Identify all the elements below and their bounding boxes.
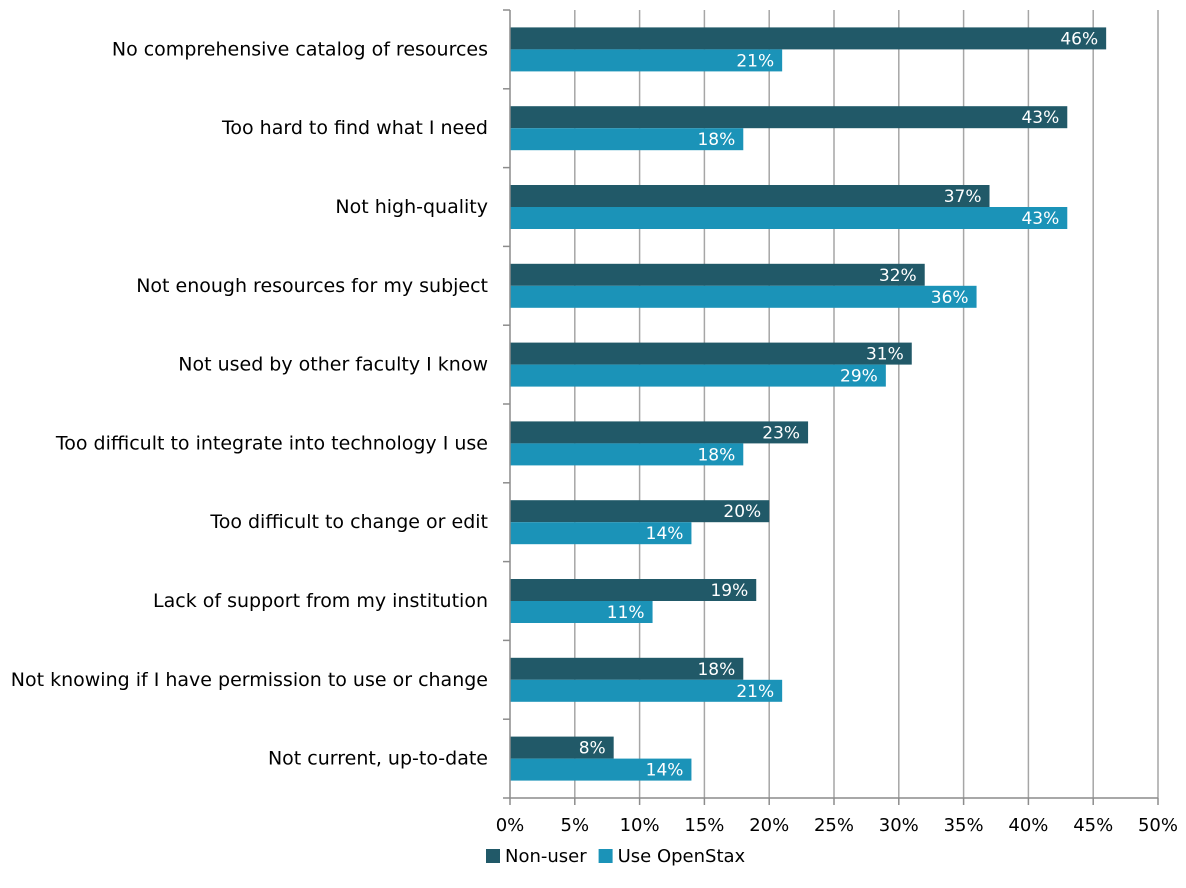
data-label: 43% <box>1021 209 1059 229</box>
data-label: 14% <box>646 524 684 544</box>
data-label: 36% <box>931 288 969 308</box>
data-label: 18% <box>697 660 735 680</box>
bar <box>510 185 990 207</box>
data-label: 18% <box>697 445 735 465</box>
data-label: 21% <box>736 682 774 702</box>
x-tick-label: 35% <box>944 815 984 836</box>
x-tick-label: 50% <box>1138 815 1178 836</box>
x-tick-label: 15% <box>684 815 724 836</box>
category-label: Not knowing if I have permission to use … <box>11 669 488 691</box>
data-label: 46% <box>1060 29 1098 49</box>
legend-swatch <box>599 849 613 863</box>
data-label: 37% <box>944 187 982 207</box>
category-label: Not high-quality <box>335 196 488 218</box>
category-label: Too difficult to integrate into technolo… <box>55 432 488 454</box>
x-tick-label: 5% <box>561 815 590 836</box>
x-tick-label: 30% <box>879 815 919 836</box>
category-label: Lack of support from my institution <box>153 590 488 612</box>
bar <box>510 106 1067 128</box>
data-label: 8% <box>579 739 606 759</box>
category-label: Too difficult to change or edit <box>209 511 488 533</box>
category-label: Not current, up-to-date <box>268 748 488 770</box>
data-label: 43% <box>1021 108 1059 128</box>
data-label: 20% <box>723 502 761 522</box>
bar <box>510 343 912 365</box>
category-label: Too hard to find what I need <box>221 117 488 139</box>
data-label: 29% <box>840 367 878 387</box>
category-label: No comprehensive catalog of resources <box>112 38 488 60</box>
x-tick-label: 40% <box>1008 815 1048 836</box>
data-label: 19% <box>710 581 748 601</box>
data-label: 21% <box>736 51 774 71</box>
data-label: 31% <box>866 345 904 365</box>
category-label: Not enough resources for my subject <box>136 275 488 297</box>
bar <box>510 207 1067 229</box>
legend-swatch <box>486 849 500 863</box>
bar <box>510 286 977 308</box>
x-tick-label: 20% <box>749 815 789 836</box>
legend-label: Non-user <box>505 846 587 867</box>
data-label: 18% <box>697 130 735 150</box>
x-tick-label: 0% <box>496 815 525 836</box>
x-tick-label: 10% <box>620 815 660 836</box>
data-label: 23% <box>762 423 800 443</box>
data-label: 11% <box>607 603 645 623</box>
x-tick-label: 45% <box>1073 815 1113 836</box>
bar <box>510 365 886 387</box>
x-tick-label: 25% <box>814 815 854 836</box>
legend-label: Use OpenStax <box>618 846 746 867</box>
bar <box>510 27 1106 49</box>
bar <box>510 264 925 286</box>
data-label: 32% <box>879 266 917 286</box>
data-label: 14% <box>646 761 684 781</box>
category-label: Not used by other faculty I know <box>178 354 488 376</box>
